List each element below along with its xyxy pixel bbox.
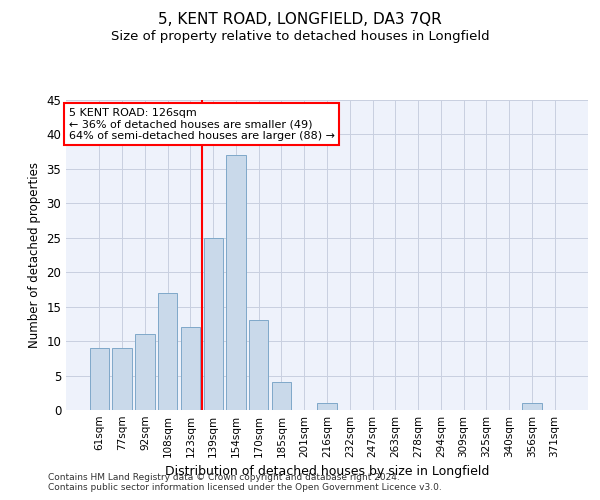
Text: Contains public sector information licensed under the Open Government Licence v3: Contains public sector information licen…: [48, 484, 442, 492]
Bar: [522, 403, 542, 410]
Bar: [135, 334, 155, 410]
Bar: [203, 238, 223, 410]
Y-axis label: Number of detached properties: Number of detached properties: [28, 162, 41, 348]
Bar: [226, 155, 245, 410]
Text: 5, KENT ROAD, LONGFIELD, DA3 7QR: 5, KENT ROAD, LONGFIELD, DA3 7QR: [158, 12, 442, 28]
Bar: [249, 320, 268, 410]
Bar: [158, 293, 178, 410]
Bar: [317, 403, 337, 410]
Bar: [272, 382, 291, 410]
Text: Size of property relative to detached houses in Longfield: Size of property relative to detached ho…: [110, 30, 490, 43]
X-axis label: Distribution of detached houses by size in Longfield: Distribution of detached houses by size …: [165, 466, 489, 478]
Text: 5 KENT ROAD: 126sqm
← 36% of detached houses are smaller (49)
64% of semi-detach: 5 KENT ROAD: 126sqm ← 36% of detached ho…: [68, 108, 335, 141]
Bar: [90, 348, 109, 410]
Bar: [181, 328, 200, 410]
Bar: [112, 348, 132, 410]
Text: Contains HM Land Registry data © Crown copyright and database right 2024.: Contains HM Land Registry data © Crown c…: [48, 474, 400, 482]
